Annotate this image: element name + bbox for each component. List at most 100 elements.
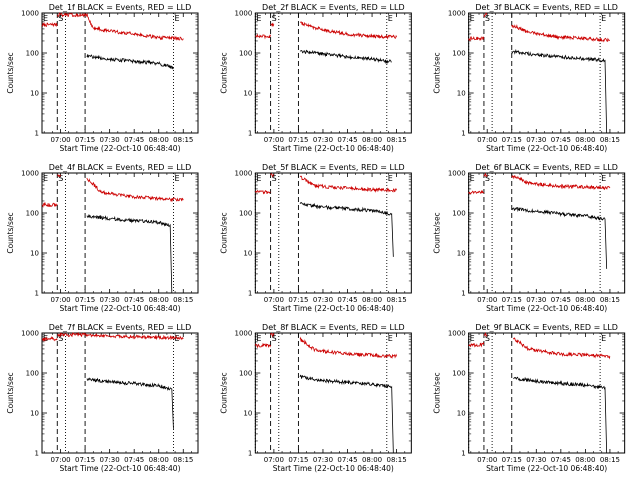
x-tick-label: 08:00: [575, 136, 595, 144]
y-tick-label: 100: [452, 370, 465, 378]
lld-rate-trace: [299, 175, 397, 193]
event-marker-label: E: [470, 174, 475, 183]
lld-rate-trace: [483, 172, 488, 177]
panel-2: Det_2f BLACK = Events, RED = LLD 1 10 100 10…: [219, 3, 412, 153]
event-marker-label: E: [388, 174, 393, 183]
event-marker-label: E: [256, 334, 261, 343]
event-marker-label: E: [256, 14, 261, 23]
event-marker-label: S: [272, 174, 277, 183]
x-tick-label: 08:00: [362, 136, 382, 144]
x-tick-label: 08:15: [173, 296, 193, 304]
lld-rate-trace: [511, 174, 611, 191]
y-tick-label: 1: [35, 450, 39, 458]
y-tick-label: 1: [248, 130, 252, 138]
x-tick-label: 07:30: [100, 296, 120, 304]
panel-8: Det_8f BLACK = Events, RED = LLD 1 10 100 10…: [219, 323, 412, 473]
y-tick-label: 10: [457, 410, 466, 418]
x-tick-label: 08:00: [149, 136, 169, 144]
panel-6: Det_6f BLACK = Events, RED = LLD 1 10 100 10…: [433, 163, 626, 313]
x-tick-label: 08:00: [149, 456, 169, 464]
y-tick-label: 100: [239, 210, 252, 218]
event-marker-label: E: [256, 174, 261, 183]
event-marker-label: E: [174, 14, 179, 23]
y-tick-label: 100: [239, 50, 252, 58]
event-marker-label: E: [470, 14, 475, 23]
event-marker-label: S: [58, 334, 63, 343]
x-axis-label: Start Time (22-Oct-10 06:48:40): [59, 144, 180, 153]
y-axis-label: Counts/sec: [433, 212, 442, 253]
lld-rate-trace: [299, 21, 397, 40]
y-tick-label: 10: [243, 410, 252, 418]
event-rate-trace: [86, 54, 174, 70]
y-axis-label: Counts/sec: [433, 52, 442, 93]
lld-rate-trace: [57, 331, 184, 341]
y-tick-label: 1000: [21, 170, 39, 178]
panel-4: Det_4f BLACK = Events, RED = LLD 1 10 100 10…: [6, 163, 199, 313]
x-tick-label: 07:30: [313, 456, 333, 464]
event-marker-label: E: [388, 334, 393, 343]
event-marker-label: S: [272, 14, 277, 23]
x-tick-label: 08:00: [575, 456, 595, 464]
lld-rate-trace: [468, 36, 485, 42]
event-rate-trace: [511, 206, 608, 269]
x-axis-label: Start Time (22-Oct-10 06:48:40): [486, 464, 607, 473]
x-tick-label: 07:15: [288, 136, 308, 144]
y-tick-label: 10: [243, 90, 252, 98]
x-tick-label: 07:45: [337, 136, 357, 144]
x-tick-label: 08:15: [600, 136, 620, 144]
x-tick-label: 07:00: [477, 456, 497, 464]
panel-7: Det_7f BLACK = Events, RED = LLD 1 10 100 10…: [6, 323, 199, 473]
y-axis-label: Counts/sec: [219, 372, 228, 413]
y-tick-label: 100: [26, 210, 39, 218]
y-tick-label: 100: [26, 50, 39, 58]
event-rate-trace: [511, 48, 608, 134]
plot-title: Det_5f BLACK = Events, RED = LLD: [262, 163, 405, 172]
event-marker-label: S: [58, 14, 63, 23]
x-tick-label: 07:15: [75, 136, 95, 144]
x-tick-label: 07:30: [526, 456, 546, 464]
lld-rate-trace: [254, 189, 271, 195]
x-tick-label: 07:15: [502, 456, 522, 464]
y-tick-label: 10: [30, 90, 39, 98]
x-axis-label: Start Time (22-Oct-10 06:48:40): [273, 304, 394, 313]
panel-1: Det_1f BLACK = Events, RED = LLD 1 10 100 10…: [6, 3, 199, 153]
event-marker-label: E: [470, 334, 475, 343]
x-tick-label: 08:15: [387, 296, 407, 304]
y-tick-label: 10: [30, 410, 39, 418]
event-rate-trace: [299, 202, 394, 257]
x-tick-label: 07:15: [75, 456, 95, 464]
x-tick-label: 07:45: [551, 456, 571, 464]
y-axis-label: Counts/sec: [6, 212, 15, 253]
x-tick-label: 07:45: [337, 456, 357, 464]
x-tick-label: 07:15: [502, 296, 522, 304]
lld-rate-trace: [41, 22, 58, 28]
x-tick-label: 07:15: [288, 456, 308, 464]
panel-9: Det_9f BLACK = Events, RED = LLD 1 10 100 10…: [433, 323, 626, 473]
event-rate-trace: [86, 214, 173, 294]
plot-title: Det_4f BLACK = Events, RED = LLD: [49, 163, 192, 172]
event-marker-label: S: [58, 174, 63, 183]
x-tick-label: 08:00: [362, 456, 382, 464]
event-rate-trace: [86, 377, 174, 429]
event-rate-trace: [513, 376, 608, 454]
plot-title: Det_9f BLACK = Events, RED = LLD: [475, 323, 618, 332]
event-marker-label: S: [272, 334, 277, 343]
y-tick-label: 1: [35, 290, 39, 298]
x-tick-label: 07:15: [288, 296, 308, 304]
event-marker-label: E: [43, 14, 48, 23]
y-tick-label: 1: [35, 130, 39, 138]
lld-rate-trace: [513, 337, 611, 360]
x-tick-label: 07:00: [477, 296, 497, 304]
y-tick-label: 1: [461, 450, 465, 458]
event-marker-label: S: [485, 174, 490, 183]
lld-rate-trace: [41, 201, 58, 208]
plot-title: Det_6f BLACK = Events, RED = LLD: [475, 163, 618, 172]
y-tick-label: 100: [452, 210, 465, 218]
y-tick-label: 1000: [235, 10, 253, 18]
y-tick-label: 1: [248, 450, 252, 458]
x-tick-label: 07:30: [313, 296, 333, 304]
x-tick-label: 07:30: [313, 136, 333, 144]
x-tick-label: 07:30: [100, 136, 120, 144]
x-tick-label: 08:15: [600, 456, 620, 464]
lld-rate-trace: [270, 173, 275, 178]
